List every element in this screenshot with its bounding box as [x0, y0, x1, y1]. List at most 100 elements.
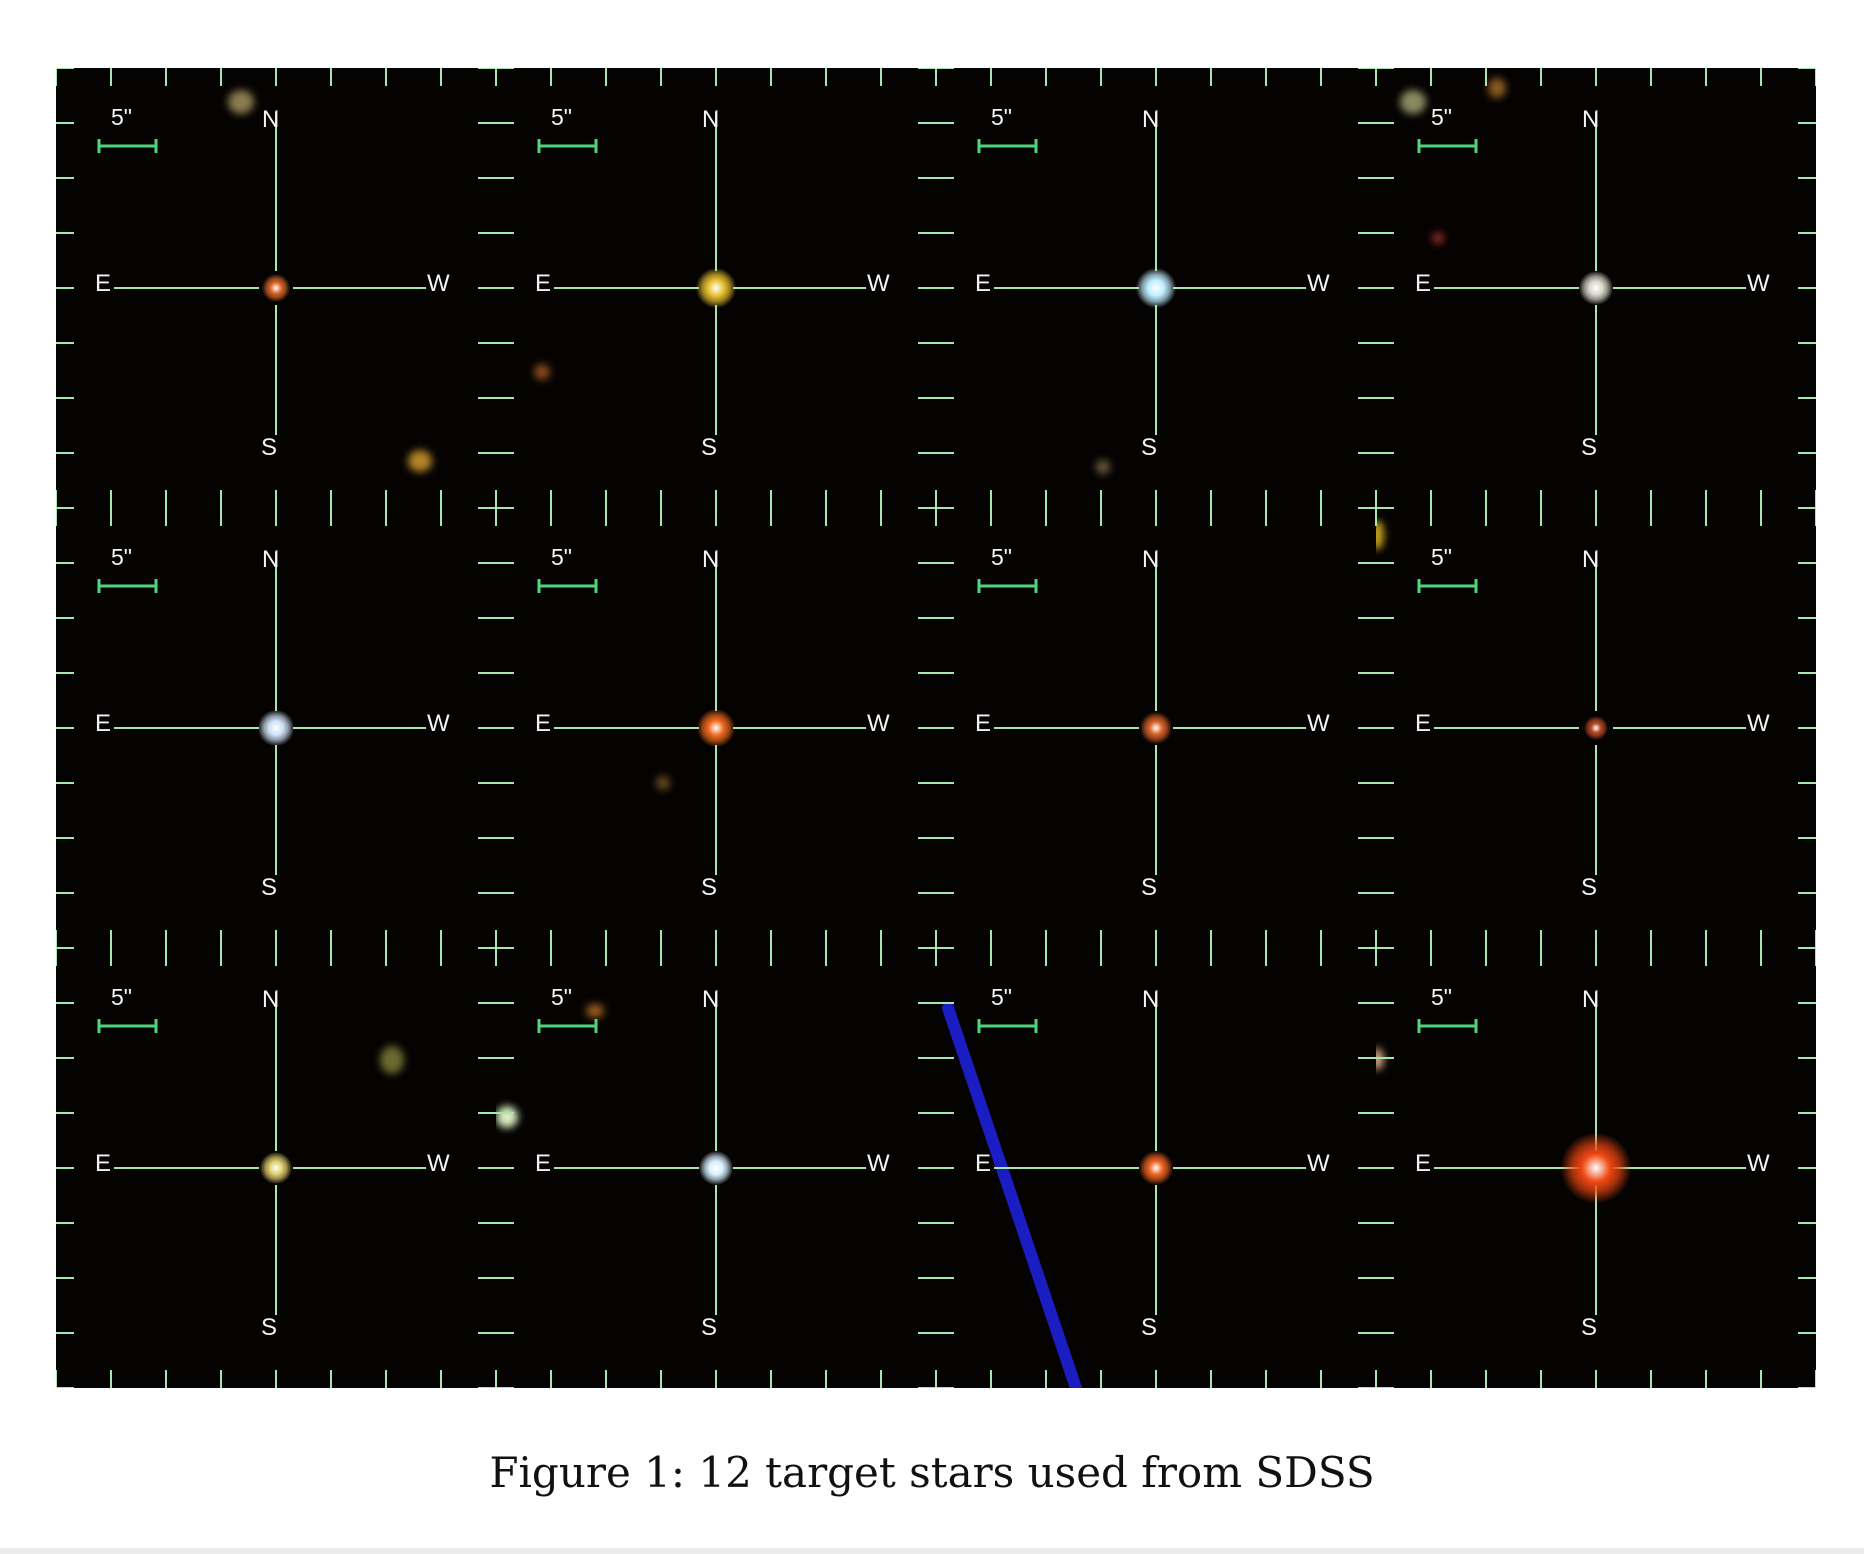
north-label: N [702, 546, 720, 573]
target-star [1579, 271, 1613, 305]
target-star [1561, 1133, 1631, 1203]
target-star [699, 1151, 733, 1185]
south-label: S [1141, 434, 1158, 461]
background-galaxy [1376, 520, 1384, 550]
scale-label: 5" [111, 544, 132, 570]
crosshair-overlay [1376, 68, 1816, 508]
east-label: E [535, 1150, 552, 1177]
west-label: W [1747, 270, 1770, 297]
target-star [696, 268, 736, 308]
scale-label: 5" [551, 544, 572, 570]
south-label: S [701, 434, 718, 461]
scale-label: 5" [991, 104, 1012, 130]
background-galaxy [380, 1046, 404, 1074]
star-panel-12: 5" N S E W [1376, 948, 1816, 1388]
south-label: S [1581, 434, 1598, 461]
west-label: W [427, 1150, 450, 1177]
scale-label: 5" [1431, 104, 1452, 130]
target-star [1584, 716, 1608, 740]
north-label: N [262, 986, 280, 1013]
star-panel-4: 5" N S E W [1376, 68, 1816, 508]
west-label: W [867, 270, 890, 297]
background-galaxy [228, 90, 254, 114]
east-label: E [535, 710, 552, 737]
figure-caption: Figure 1: 12 target stars used from SDSS [489, 1448, 1375, 1497]
west-label: W [867, 710, 890, 737]
west-label: W [1307, 270, 1330, 297]
west-label: W [1747, 710, 1770, 737]
star-panel-10: 5" N S E W [496, 948, 936, 1388]
star-panel-3: 5" N S E W [936, 68, 1376, 508]
north-label: N [262, 546, 280, 573]
background-galaxy [586, 1004, 604, 1018]
south-label: S [701, 874, 718, 901]
crosshair-overlay [496, 508, 936, 948]
scale-label: 5" [551, 984, 572, 1010]
east-label: E [975, 710, 992, 737]
background-galaxy [1432, 232, 1444, 244]
star-panel-1: 5" N S E W [56, 68, 496, 508]
background-galaxy [408, 450, 432, 472]
north-label: N [1142, 986, 1160, 1013]
north-label: N [1142, 546, 1160, 573]
east-label: E [975, 270, 992, 297]
east-label: E [95, 270, 112, 297]
east-label: E [1415, 270, 1432, 297]
crosshair-overlay [56, 508, 496, 948]
west-label: W [427, 270, 450, 297]
crosshair-overlay [1376, 948, 1816, 1388]
north-label: N [1582, 546, 1600, 573]
east-label: E [95, 1150, 112, 1177]
background-galaxy [534, 364, 550, 380]
north-label: N [702, 986, 720, 1013]
south-label: S [261, 874, 278, 901]
scale-label: 5" [991, 544, 1012, 570]
crosshair-overlay [936, 948, 1376, 1388]
north-label: N [262, 106, 280, 133]
star-panel-8: 5" N S E W [1376, 508, 1816, 948]
east-label: E [1415, 1150, 1432, 1177]
west-label: W [427, 710, 450, 737]
star-panel-11: 5" N S E W [936, 948, 1376, 1388]
south-label: S [1581, 874, 1598, 901]
north-label: N [1582, 106, 1600, 133]
scale-label: 5" [111, 104, 132, 130]
target-star [258, 710, 294, 746]
south-label: S [261, 1314, 278, 1341]
west-label: W [1307, 710, 1330, 737]
star-panel-7: 5" N S E W [936, 508, 1376, 948]
north-label: N [702, 106, 720, 133]
scale-label: 5" [1431, 544, 1452, 570]
east-label: E [975, 1150, 992, 1177]
background-galaxy [1400, 90, 1426, 114]
north-label: N [1582, 986, 1600, 1013]
east-label: E [1415, 710, 1432, 737]
north-label: N [1142, 106, 1160, 133]
crosshair-overlay [1376, 508, 1816, 948]
scale-label: 5" [551, 104, 572, 130]
star-panel-6: 5" N S E W [496, 508, 936, 948]
background-galaxy [656, 776, 670, 790]
star-panel-9: 5" N S E W [56, 948, 496, 1388]
scale-label: 5" [111, 984, 132, 1010]
crosshair-overlay [56, 948, 496, 1388]
target-star [1139, 1151, 1173, 1185]
scale-label: 5" [991, 984, 1012, 1010]
scale-label: 5" [1431, 984, 1452, 1010]
background-galaxy [1488, 78, 1506, 98]
window-bottom-edge [0, 1548, 1864, 1554]
target-star [697, 709, 735, 747]
crosshair-overlay [56, 68, 496, 508]
south-label: S [1141, 874, 1158, 901]
target-star [260, 1152, 292, 1184]
sdss-star-figure: 5" N S E W 5" N S E W 5" N S E W 5" N S E W 5" N S E W 5" N S E… [56, 68, 1816, 1388]
crosshair-overlay [936, 68, 1376, 508]
south-label: S [1141, 1314, 1158, 1341]
target-star [1140, 712, 1172, 744]
star-panel-2: 5" N S E W [496, 68, 936, 508]
south-label: S [1581, 1314, 1598, 1341]
star-panel-5: 5" N S E W [56, 508, 496, 948]
west-label: W [1747, 1150, 1770, 1177]
crosshair-overlay [496, 948, 936, 1388]
west-label: W [867, 1150, 890, 1177]
